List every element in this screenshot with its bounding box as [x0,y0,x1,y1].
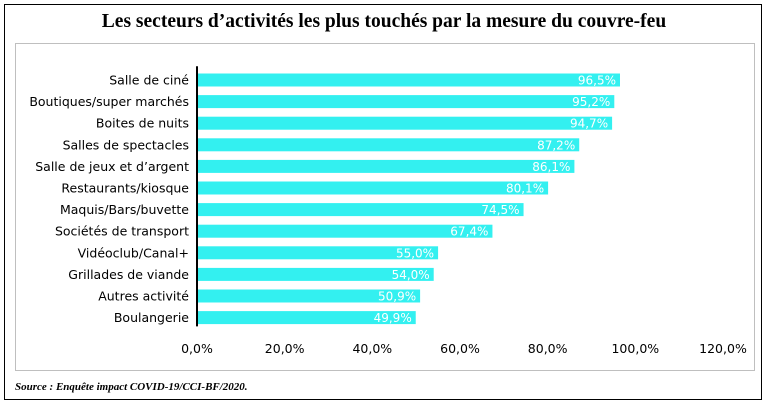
category-label: Boutiques/super marchés [29,94,189,109]
bar [197,246,439,260]
bar [197,203,524,217]
category-label: Vidéoclub/Canal+ [78,245,189,260]
value-label: 49,9% [374,311,412,325]
value-label: 50,9% [378,290,416,304]
value-label: 95,2% [572,95,610,109]
category-label: Sociétés de transport [55,224,189,239]
bar [197,116,613,130]
source-note: Source : Enquête impact COVID-19/CCI-BF/… [15,381,248,393]
bar [197,224,493,238]
value-label: 55,0% [396,246,434,260]
category-label: Salle de jeux et d’argent [35,159,189,174]
category-label: Salle de ciné [109,73,189,88]
bar [197,159,575,173]
value-label: 87,2% [537,138,575,152]
value-labels: 96,5% 95,2% 94,7% 87,2% 86,1% 80,1% 74,5% 67,4%… [374,74,616,326]
value-label: 80,1% [506,182,544,196]
category-label: Restaurants/kiosque [61,181,189,196]
bar [197,181,549,195]
value-label: 54,0% [392,268,430,282]
x-tick-label: 100,0% [611,341,659,356]
category-label: Autres activité [98,289,189,304]
x-tick-labels: 0,0% 20,0% 40,0% 60,0% 80,0% 100,0% 120,0% [181,341,747,356]
value-label: 94,7% [570,117,608,131]
category-label: Boites de nuits [96,116,189,131]
x-tick-label: 60,0% [440,341,480,356]
category-labels: Salle de ciné Boutiques/super marchés Boit… [29,73,189,326]
x-tick-label: 20,0% [265,341,305,356]
category-label: Salles de spectacles [63,137,189,152]
bar [197,73,620,87]
bar [197,311,416,325]
category-label: Boulangerie [114,310,189,325]
bar [197,289,421,303]
bar [197,138,580,152]
value-label: 74,5% [481,203,519,217]
category-label: Maquis/Bars/buvette [60,202,189,217]
bars-layer [197,73,620,325]
bar [197,267,434,281]
category-label: Grillades de viande [68,267,189,282]
x-tick-label: 0,0% [181,341,213,356]
value-label: 96,5% [578,74,616,88]
x-tick-label: 80,0% [528,341,568,356]
chart-title: Les secteurs d’activités les plus touché… [101,11,667,32]
bar [197,95,615,109]
value-label: 86,1% [532,160,570,174]
x-tick-label: 40,0% [352,341,392,356]
value-label: 67,4% [450,225,488,239]
x-tick-label: 120,0% [699,341,747,356]
